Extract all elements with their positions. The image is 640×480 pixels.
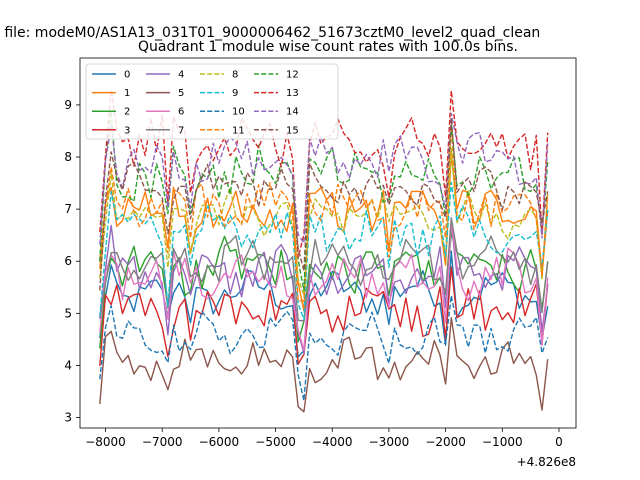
legend-label-1: 1: [124, 88, 130, 99]
series-line-0: [99, 250, 549, 358]
series-line-3: [99, 266, 549, 367]
series-line-14: [99, 112, 549, 245]
y-tick-label: 3: [64, 411, 72, 425]
series-line-1: [99, 152, 549, 312]
legend-label-14: 14: [286, 107, 299, 118]
series-line-8: [99, 148, 549, 296]
y-tick-label: 7: [64, 202, 72, 216]
y-axis: 3 4 5 6 7 8 9: [64, 98, 80, 425]
x-tick-label: −1000: [482, 435, 523, 449]
legend-label-3: 3: [124, 125, 130, 136]
x-tick-label: 0: [555, 435, 563, 449]
series-line-7: [99, 217, 549, 322]
y-tick-label: 5: [64, 306, 72, 320]
x-tick-label: −5000: [255, 435, 296, 449]
legend-label-6: 6: [178, 107, 184, 118]
y-tick-label: 8: [64, 150, 72, 164]
figure-suptitle: n file: modeM0/AS1A13_031T01_9000006462_…: [0, 25, 540, 41]
legend-label-8: 8: [232, 70, 238, 81]
x-tick-label: −6000: [199, 435, 240, 449]
y-tick-label: 6: [64, 254, 72, 268]
legend-label-15: 15: [286, 125, 299, 136]
series-line-2: [99, 232, 549, 349]
legend-label-13: 13: [286, 88, 299, 99]
legend-label-9: 9: [232, 88, 238, 99]
axes-frame: [79, 57, 577, 429]
series-line-15: [99, 117, 549, 291]
series-line-12: [99, 110, 549, 292]
legend-label-11: 11: [232, 125, 245, 136]
y-tick-label: 9: [64, 98, 72, 112]
x-offset-label: +4.826e8: [517, 455, 576, 469]
series-line-6: [99, 220, 549, 351]
series-line-10: [99, 294, 549, 402]
x-tick-label: −3000: [369, 435, 410, 449]
series-line-11: [99, 125, 549, 302]
legend-label-4: 4: [178, 70, 184, 81]
legend-box: [85, 63, 339, 140]
legend-label-12: 12: [286, 70, 299, 81]
legend-label-7: 7: [178, 125, 184, 136]
x-tick-label: −7000: [142, 435, 183, 449]
series-line-9: [99, 181, 549, 321]
legend-label-5: 5: [178, 88, 184, 99]
y-tick-label: 4: [64, 358, 72, 372]
chart-title: Quadrant 1 module wise count rates with …: [138, 39, 518, 55]
series-line-5: [99, 317, 549, 413]
x-axis: −8000 −7000 −6000 −5000 −4000 −3000 −2000 −1000…: [85, 428, 563, 449]
legend-label-10: 10: [232, 107, 245, 118]
x-tick-label: −2000: [425, 435, 466, 449]
legend-label-2: 2: [124, 107, 130, 118]
x-tick-label: −8000: [85, 435, 126, 449]
legend-label-0: 0: [124, 70, 130, 81]
x-tick-label: −4000: [312, 435, 353, 449]
